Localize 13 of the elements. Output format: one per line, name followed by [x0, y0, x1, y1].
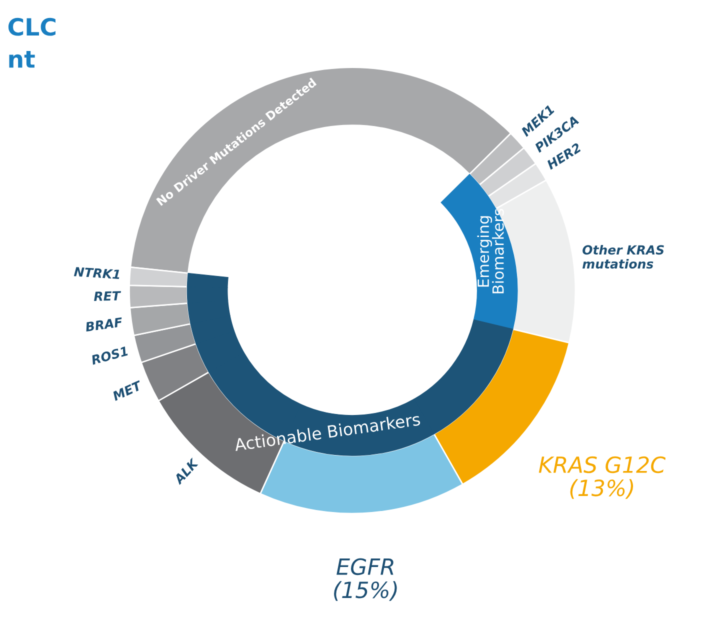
slice-label: EGFR [336, 558, 394, 576]
slice-label: MET [112, 380, 143, 401]
slice-label: ROS1 [90, 346, 128, 365]
slice-label: Other KRAS mutations [582, 244, 664, 269]
slice-label: RET [94, 291, 122, 301]
text: Actionable Biomarkers [234, 412, 420, 452]
slice-label: BRAF [85, 317, 123, 332]
chart-subtitle: nt [9, 51, 35, 68]
chart-title: CLC [8, 18, 56, 36]
slice-label: KRAS G12C [538, 456, 666, 474]
slice-label: NTRK1 [74, 267, 120, 279]
data-label: (15%) [334, 581, 397, 601]
data-label: (13%) [570, 479, 634, 499]
